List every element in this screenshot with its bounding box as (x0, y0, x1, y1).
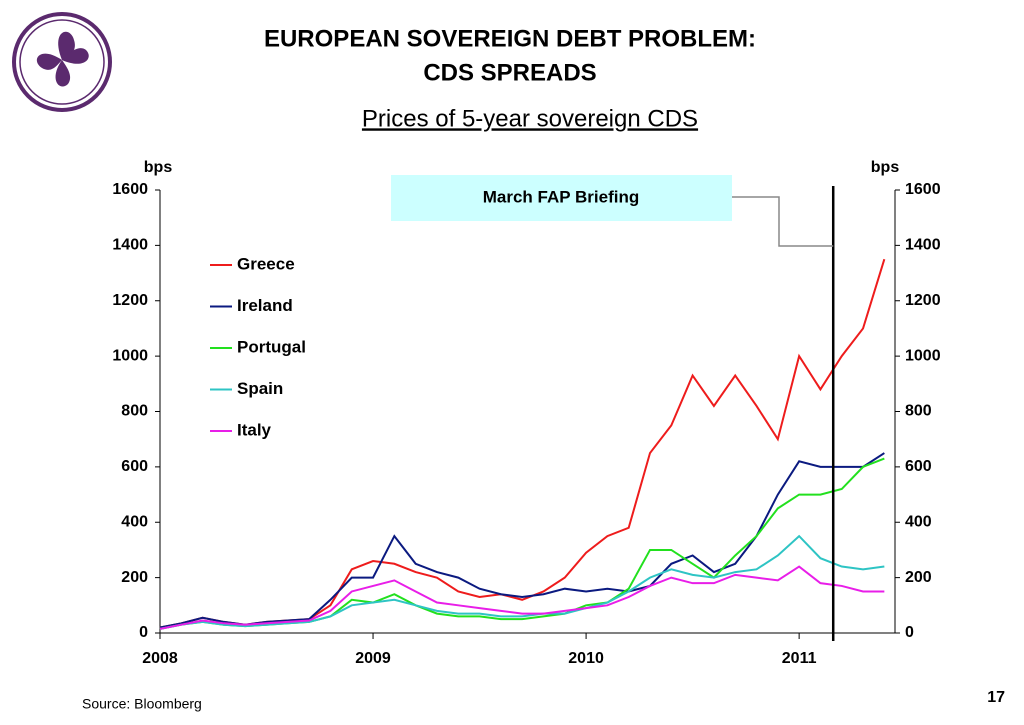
y2-tick-label: 200 (905, 569, 932, 586)
page-number: 17 (987, 689, 1005, 706)
y2-tick-label: 1200 (905, 292, 941, 309)
y2-tick-label: 800 (905, 403, 932, 420)
y-tick-label: 400 (121, 513, 148, 530)
legend-label: Ireland (237, 296, 293, 315)
annotation-connector (732, 196, 834, 247)
legend-label: Portugal (237, 337, 306, 356)
annotation-text: March FAP Briefing (483, 187, 640, 206)
y2-tick-label: 0 (905, 624, 914, 641)
y-tick-label: 1200 (112, 292, 148, 309)
y-axis-label: bps (144, 159, 173, 176)
y-tick-label: 600 (121, 458, 148, 475)
series-line (159, 565, 885, 630)
logo (12, 12, 112, 112)
x-tick-label: 2010 (568, 650, 604, 667)
y2-tick-label: 400 (905, 513, 932, 530)
legend-label: Spain (237, 379, 283, 398)
source: Source: Bloomberg (82, 696, 202, 712)
y-tick-label: 200 (121, 569, 148, 586)
y-tick-label: 1600 (112, 181, 148, 198)
series-line (159, 457, 885, 630)
y-tick-label: 1400 (112, 237, 148, 254)
y-tick-label: 0 (139, 624, 148, 641)
legend-label: Greece (237, 254, 295, 273)
title-line: CDS SPREADS (423, 59, 596, 86)
series-line (159, 534, 885, 630)
chart-subtitle: Prices of 5-year sovereign CDS (362, 105, 698, 132)
series-line (159, 452, 885, 629)
x-tick-label: 2008 (142, 650, 178, 667)
y2-tick-label: 1000 (905, 347, 941, 364)
y2-axis-label: bps (871, 159, 900, 176)
title-line: EUROPEAN SOVEREIGN DEBT PROBLEM: (264, 25, 756, 52)
y2-tick-label: 1400 (905, 237, 941, 254)
y2-tick-label: 600 (905, 458, 932, 475)
legend-label: Italy (237, 420, 272, 439)
annotation-box (391, 175, 732, 221)
y-tick-label: 800 (121, 403, 148, 420)
x-tick-label: 2009 (355, 650, 391, 667)
y-tick-label: 1000 (112, 347, 148, 364)
y2-tick-label: 1600 (905, 181, 941, 198)
x-tick-label: 2011 (782, 650, 817, 667)
